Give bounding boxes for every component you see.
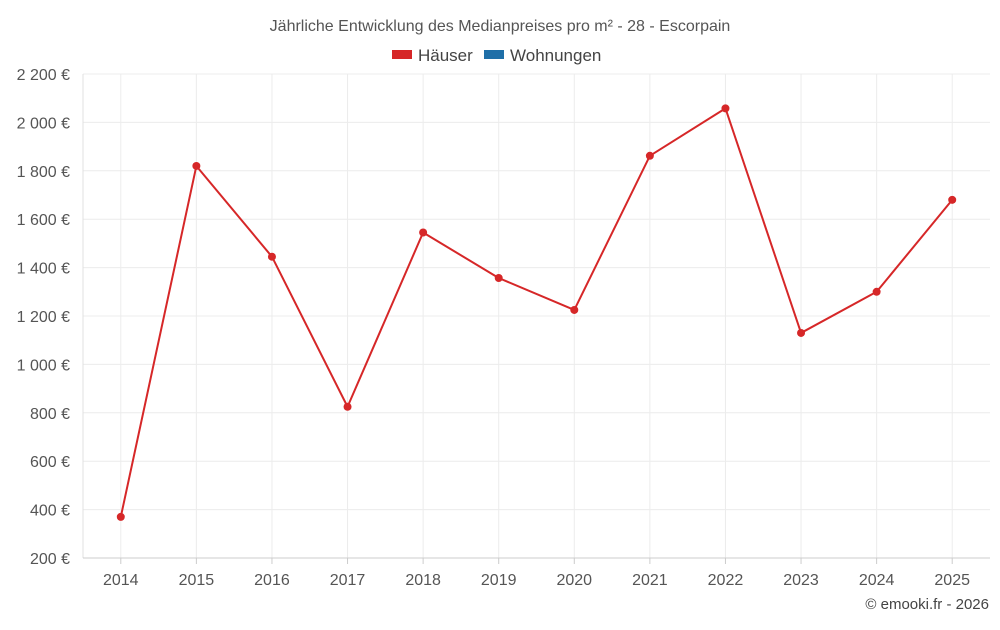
- x-tick-label: 2017: [330, 572, 366, 589]
- legend-item-haeuser[interactable]: Häuser: [392, 46, 473, 65]
- data-point[interactable]: [645, 151, 654, 160]
- credit-text: © emooki.fr - 2026: [865, 596, 989, 613]
- y-tick-label: 1 600 €: [17, 212, 70, 229]
- y-tick-label: 2 000 €: [17, 115, 70, 132]
- data-point[interactable]: [721, 104, 730, 113]
- x-tick-label: 2019: [481, 572, 517, 589]
- data-point[interactable]: [494, 274, 503, 283]
- x-tick-label: 2014: [103, 572, 139, 589]
- data-point[interactable]: [419, 228, 428, 237]
- legend-swatch-wohnungen: [484, 50, 504, 59]
- y-tick-label: 200 €: [30, 551, 70, 568]
- y-tick-label: 2 200 €: [17, 67, 70, 84]
- data-point[interactable]: [570, 305, 579, 314]
- x-tick-label: 2022: [708, 572, 744, 589]
- y-tick-label: 800 €: [30, 406, 70, 423]
- y-axis: 200 € 400 € 600 € 800 € 1 000 € 1 200 € 1 400 …: [17, 67, 84, 568]
- y-tick-label: 400 €: [30, 503, 70, 520]
- data-point[interactable]: [192, 161, 201, 170]
- y-tick-label: 600 €: [30, 454, 70, 471]
- data-point[interactable]: [116, 512, 125, 521]
- data-point[interactable]: [267, 252, 276, 261]
- data-point[interactable]: [872, 287, 881, 296]
- x-tick-label: 2021: [632, 572, 668, 589]
- x-tick-label: 2015: [179, 572, 215, 589]
- plot-area: [116, 104, 957, 521]
- chart-title: Jährliche Entwicklung des Medianpreises …: [270, 18, 731, 35]
- x-tick-label: 2016: [254, 572, 290, 589]
- legend: Häuser Wohnungen: [392, 46, 601, 65]
- x-tick-label: 2020: [556, 572, 592, 589]
- y-tick-label: 1 000 €: [17, 357, 70, 374]
- data-point[interactable]: [948, 195, 957, 204]
- legend-label-haeuser: Häuser: [418, 46, 473, 65]
- x-tick-label: 2024: [859, 572, 895, 589]
- series-line-h-user: [119, 107, 953, 518]
- legend-label-wohnungen: Wohnungen: [510, 46, 601, 65]
- x-axis: 2014 2015 2016 2017 2018 2019 2020 2021 2022 2023…: [83, 557, 990, 589]
- y-tick-label: 1 200 €: [17, 309, 70, 326]
- legend-swatch-haeuser: [392, 50, 412, 59]
- x-tick-label: 2023: [783, 572, 819, 589]
- x-tick-label: 2018: [405, 572, 441, 589]
- y-tick-label: 1 400 €: [17, 261, 70, 278]
- data-point[interactable]: [343, 402, 352, 411]
- data-point[interactable]: [797, 328, 806, 337]
- x-tick-label: 2025: [934, 572, 970, 589]
- y-tick-label: 1 800 €: [17, 164, 70, 181]
- grid: [83, 73, 990, 558]
- legend-item-wohnungen[interactable]: Wohnungen: [484, 46, 601, 65]
